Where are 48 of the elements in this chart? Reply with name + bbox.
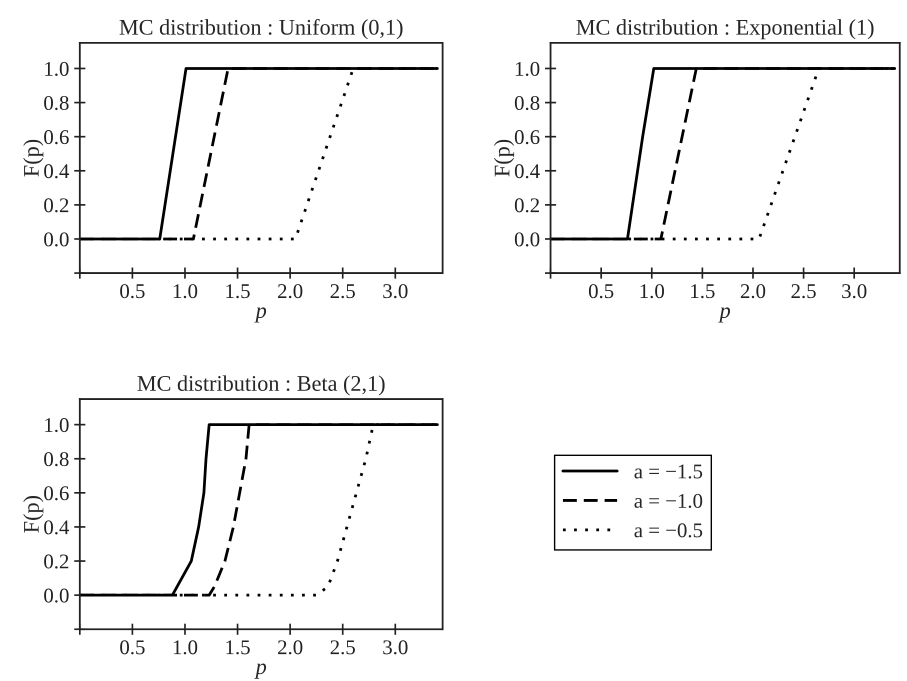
x-tick-label: 3.0 [842,284,866,298]
y-tick-label: 0.8 [514,96,540,110]
y-tick-label: 0.2 [44,554,68,569]
y-tick-label: 0.6 [44,486,69,500]
y-tick-label: 1.0 [516,62,540,76]
y-tick-label: 0.0 [514,232,540,247]
x-tick-label: 2.0 [740,284,766,298]
y-tick-label: 0.6 [44,130,69,144]
y-axis-title: F(p) [494,140,514,176]
x-tick-label: 1.5 [691,284,715,298]
x-tick-label: 2.0 [278,284,302,298]
y-axis-title: F(p) [23,140,44,176]
y-tick-label: 0.4 [44,520,70,534]
x-tick-label: 2.5 [791,284,816,298]
legend-label: a = −0.5 [634,523,702,538]
x-axis-title: p [718,307,730,323]
x-tick-label: 1.0 [174,284,198,298]
x-tick-label: 1.5 [226,640,250,654]
x-axis-title: p [254,307,266,323]
y-tick-label: 0.8 [44,96,69,110]
x-tick-label: 0.5 [120,284,145,298]
x-tick-label: 0.5 [588,284,614,298]
y-tick-label: 0.0 [44,232,69,247]
y-tick-label: 0.4 [44,164,70,178]
chart-title: MC distribution : Exponential (1) [576,19,874,40]
y-tick-label: 1.0 [45,62,69,76]
x-tick-label: 2.0 [278,640,302,654]
legend-label: a = −1.0 [634,494,702,508]
y-axis-title: F(p) [23,496,44,533]
y-tick-label: 1.0 [45,418,69,432]
x-tick-label: 1.0 [174,640,198,654]
y-tick-label: 0.0 [44,588,69,603]
x-axis-title: p [254,664,266,679]
y-tick-label: 0.2 [514,198,539,212]
x-tick-label: 1.0 [640,284,664,298]
x-tick-label: 0.5 [120,640,145,654]
x-tick-label: 2.5 [330,640,355,654]
y-tick-label: 0.6 [514,130,540,144]
x-tick-label: 3.0 [383,284,408,298]
y-tick-label: 0.4 [514,164,540,178]
y-tick-label: 0.8 [44,452,69,466]
x-tick-label: 2.5 [330,284,355,298]
x-tick-label: 1.5 [226,284,250,298]
chart-title: MC distribution : Beta (2,1) [137,375,385,396]
chart-title: MC distribution : Uniform (0,1) [120,18,403,40]
legend-label: a = −1.5 [634,464,702,479]
x-tick-label: 3.0 [383,640,408,654]
y-tick-label: 0.2 [44,198,68,212]
